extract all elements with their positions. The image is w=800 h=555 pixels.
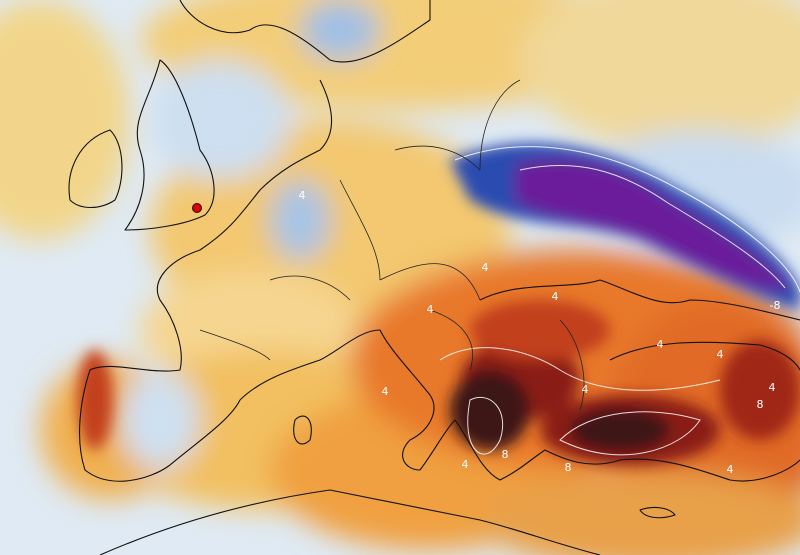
contour-label: 8 [757, 398, 764, 411]
contour-label: 4 [717, 348, 724, 361]
contour-label: 4 [582, 383, 589, 396]
contour-label: -8 [770, 299, 781, 312]
contour-label: 4 [552, 290, 559, 303]
contour-label: 4 [657, 338, 664, 351]
contour-label: 4 [427, 303, 434, 316]
contours [439, 146, 800, 456]
contour-label: 8 [502, 448, 509, 461]
coastlines [68, 0, 800, 555]
contour-label: 4 [482, 261, 489, 274]
borders [199, 79, 585, 411]
contour-label: 4 [769, 381, 776, 394]
contour-label: 4 [299, 189, 306, 202]
contour-label: 8 [565, 461, 572, 474]
contour-label: 4 [382, 385, 389, 398]
contour-label: 4 [462, 458, 469, 471]
contour-label: 4 [727, 463, 734, 476]
location-marker [192, 203, 202, 213]
contour-labels: 4 4 4 4 4 4 4 4 4 4 4 -8 8 8 8 [299, 189, 781, 476]
